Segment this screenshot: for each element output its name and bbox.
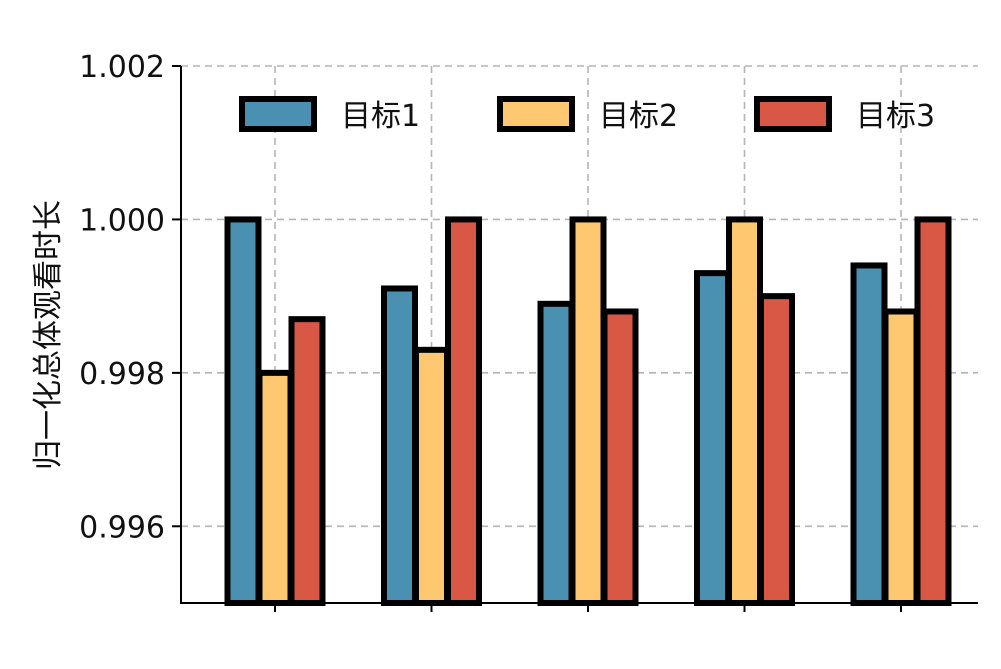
- bar-series-2-group-2: [413, 346, 450, 607]
- y-tick-label-4: 1.002: [79, 50, 165, 85]
- y-tick-label-3: 1.000: [79, 203, 165, 238]
- legend-label-1: 目标1: [341, 99, 420, 134]
- legend-item-1: 目标1: [239, 96, 420, 134]
- legend: 目标1 目标2 目标3: [239, 96, 935, 134]
- legend-item-2: 目标2: [497, 96, 678, 134]
- bar-series-2-group-1: [256, 369, 294, 606]
- legend-swatch-2: [497, 96, 575, 132]
- legend-item-3: 目标3: [754, 96, 935, 134]
- bar-series-1-group-1: [224, 216, 262, 607]
- y-tick-labels: 0.996 0.998 1.000 1.002: [79, 50, 165, 545]
- bar-series-2-group-3: [569, 216, 607, 607]
- bars: [224, 216, 952, 607]
- legend-swatch-3: [754, 96, 832, 132]
- legend-label-2: 目标2: [599, 99, 678, 134]
- y-tick-label-2: 0.998: [79, 357, 165, 392]
- y-tick-label-1: 0.996: [79, 510, 165, 545]
- bar-series-2-group-4: [726, 216, 763, 607]
- bar-series-1-group-4: [694, 270, 731, 606]
- bar-series-3-group-1: [288, 316, 326, 606]
- axes: [172, 65, 978, 612]
- y-axis-label: 归一化总体观看时长: [31, 200, 66, 470]
- bar-series-1-group-5: [850, 262, 888, 606]
- bar-series-2-group-5: [882, 308, 920, 606]
- bar-series-1-group-2: [381, 285, 418, 606]
- bar-series-1-group-3: [537, 300, 575, 606]
- bar-series-3-group-5: [914, 216, 952, 607]
- bar-series-3-group-4: [758, 293, 795, 606]
- bar-series-3-group-3: [601, 308, 639, 606]
- legend-swatch-1: [239, 96, 317, 132]
- legend-label-3: 目标3: [856, 99, 935, 134]
- bar-series-3-group-2: [445, 216, 482, 607]
